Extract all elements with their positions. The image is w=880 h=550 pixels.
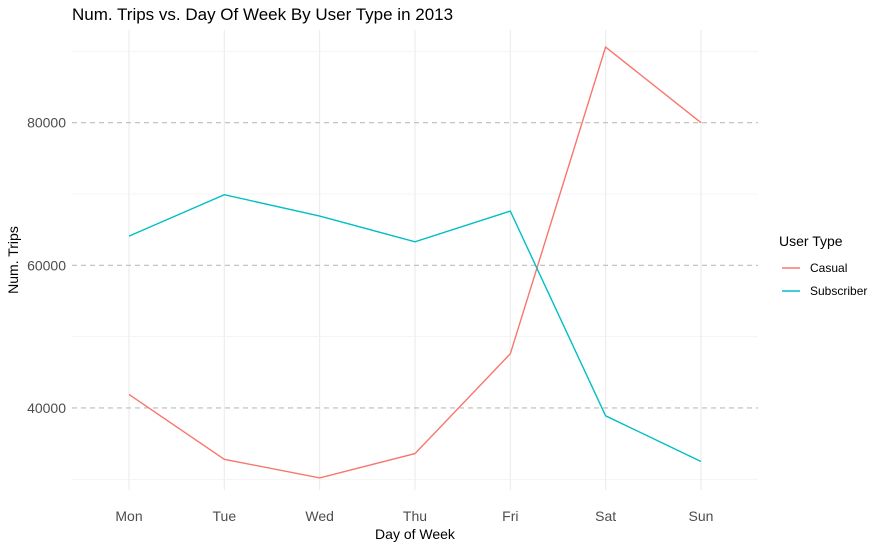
x-tick-label: Sun <box>689 508 714 524</box>
x-tick-label: Fri <box>502 508 518 524</box>
legend: User Type Casual Subscriber <box>779 233 867 298</box>
x-tick-label: Mon <box>115 508 142 524</box>
x-tick-label: Thu <box>403 508 427 524</box>
y-tick-label: 80000 <box>27 115 66 131</box>
y-tick-label: 40000 <box>27 400 66 416</box>
x-tick-label: Wed <box>305 508 334 524</box>
series-line-subscriber <box>128 193 702 463</box>
y-axis-ticks: 40000 60000 80000 <box>27 115 66 416</box>
x-axis-ticks: Mon Tue Wed Thu Fri Sat Sun <box>115 508 713 524</box>
series-line-casual <box>128 45 702 479</box>
x-tick-label: Sat <box>595 508 616 524</box>
series-lines <box>128 45 702 479</box>
legend-title: User Type <box>779 233 843 249</box>
y-tick-label: 60000 <box>27 257 66 273</box>
legend-label-subscriber: Subscriber <box>810 284 867 298</box>
x-axis-title: Day of Week <box>375 526 456 542</box>
legend-label-casual: Casual <box>810 261 847 275</box>
x-tick-label: Tue <box>213 508 237 524</box>
y-axis-title: Num. Trips <box>5 226 21 294</box>
chart-title: Num. Trips vs. Day Of Week By User Type … <box>72 5 453 24</box>
grid <box>72 30 758 490</box>
